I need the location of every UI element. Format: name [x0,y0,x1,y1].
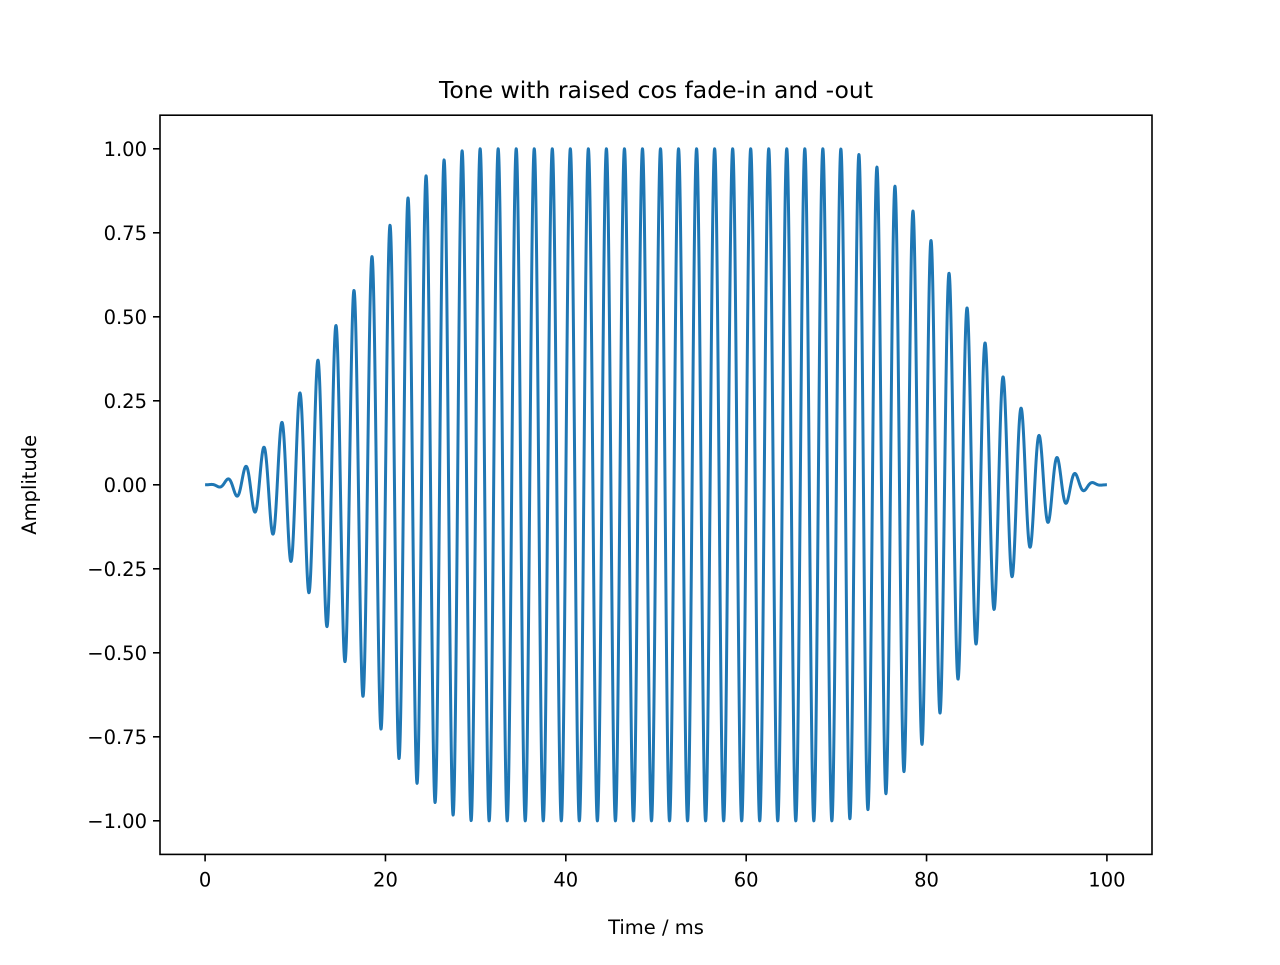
plot-area [203,147,1109,823]
y-axis: 1.00 0.75 0.50 0.25 0.00 −0.25 −0.50 −0.75 −1.00 [87,138,160,833]
axes-frame [159,114,1153,856]
x-axis: 0 20 40 60 80 100 [199,854,1126,891]
y-tick-label: −1.00 [87,810,147,833]
y-tick-label: −0.25 [87,558,147,581]
chart-title: Tone with raised cos fade-in and -out [438,76,873,104]
y-tick-label: 0.25 [104,390,147,413]
y-tick-label: 0.50 [104,306,147,329]
x-tick-label: 100 [1088,868,1125,891]
x-tick-label: 60 [734,868,759,891]
x-tick-label: 40 [553,868,578,891]
x-tick-label: 0 [199,868,211,891]
x-axis-label: Time / ms [607,916,704,939]
series-line [203,147,1109,823]
y-tick-label: 1.00 [104,138,147,161]
y-tick-label: −0.75 [87,726,147,749]
y-tick-label: 0.75 [104,222,147,245]
y-axis-label: Amplitude [18,435,41,535]
y-tick-label: −0.50 [87,642,147,665]
x-tick-label: 20 [373,868,398,891]
y-tick-label: 0.00 [104,474,147,497]
x-tick-label: 80 [914,868,939,891]
